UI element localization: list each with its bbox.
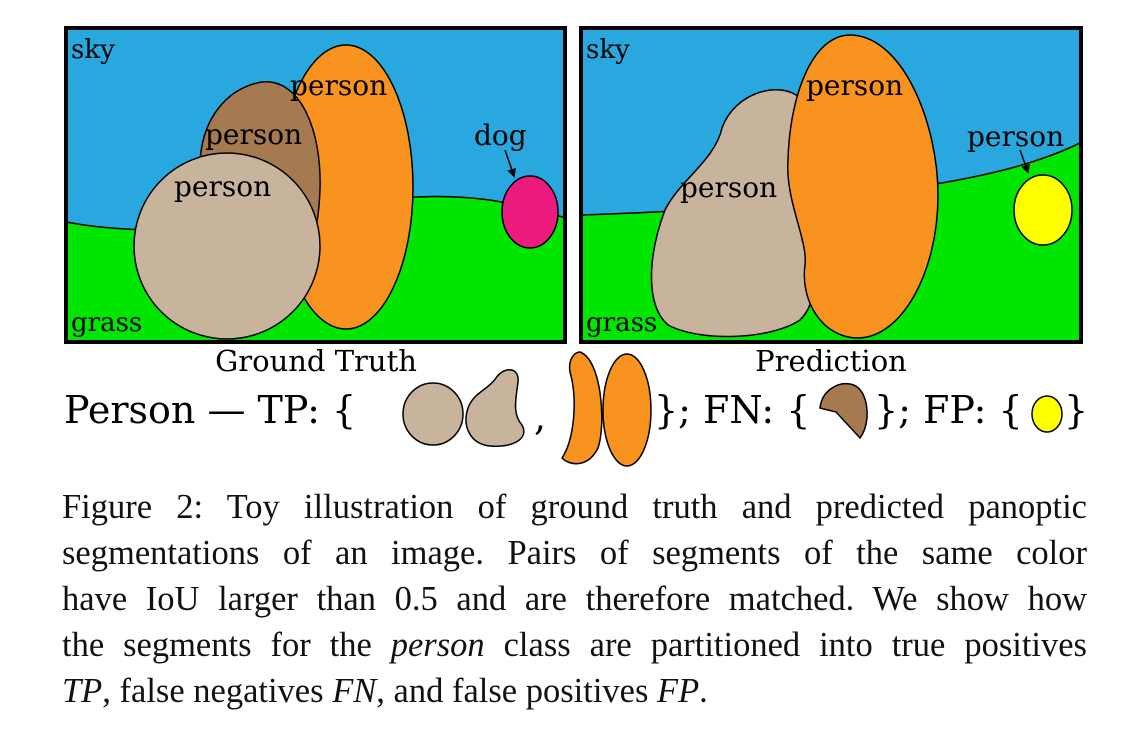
legend-tp-tan-blob: [465, 369, 525, 448]
legend-tp-orange-pred: [602, 353, 652, 467]
gt-panel-border: [64, 26, 567, 344]
gt-person-tan: [133, 152, 321, 340]
caption-line-3: have IoU larger than 0.5 and are therefo…: [62, 580, 1087, 618]
caption-person-emphasis: person: [390, 626, 485, 664]
caption-fp-symbol: FP: [657, 672, 700, 710]
caption-line-2: segmentations of an image. Pairs of segm…: [62, 534, 1087, 572]
gt-person-orange-label: person: [290, 69, 387, 102]
gt-dog-arrow: [504, 149, 516, 178]
pred-panel-border: [579, 26, 1083, 344]
caption-line-5-b: , and false positives: [376, 672, 658, 710]
caption-tp-symbol: TP: [62, 672, 103, 710]
pred-person-yellow: [1013, 174, 1073, 246]
gt-person-brown-label: person: [205, 118, 302, 151]
caption-fn-symbol: FN: [332, 672, 377, 710]
legend-fn-brown: [819, 382, 868, 440]
caption-line-5-a: , false negatives: [102, 672, 333, 710]
caption-line-5-c: .: [699, 672, 708, 710]
legend-comma: ,: [534, 395, 546, 439]
legend-prefix: Person — TP: {: [64, 388, 356, 432]
gt-title: Ground Truth: [215, 344, 417, 378]
prediction-panel: [581, 28, 1081, 342]
legend-fp-text: }; FP: {: [874, 388, 1023, 432]
caption-line-5: TP, false negatives FN, and false positi…: [62, 668, 1087, 714]
legend-tp-orange-gt: [561, 351, 603, 465]
figure-caption: Figure 2: Toy illustration of ground tru…: [62, 484, 1087, 714]
gt-grass-label: grass: [71, 308, 142, 338]
caption-line-4-a: the segments for the: [62, 626, 391, 664]
ground-truth-panel: [66, 28, 565, 342]
gt-person-tan-label: person: [174, 170, 271, 203]
pred-sky-label: sky: [586, 35, 630, 65]
caption-line-4-b: class are partitioned into true positive…: [484, 626, 1087, 664]
legend-fp-yellow: [1031, 395, 1063, 433]
legend-row: Person — TP: { , }; FN: { }; FP: { }: [64, 351, 1088, 467]
pred-person-yellow-label: person: [967, 120, 1064, 153]
panoptic-figure: sky grass person person person dog Groun…: [64, 26, 1088, 467]
pred-grass-label: grass: [586, 308, 657, 338]
gt-sky-label: sky: [71, 35, 115, 65]
pred-person-yellow-arrow: [1019, 149, 1030, 174]
pred-person-orange-label: person: [806, 69, 903, 102]
caption-line-1: Figure 2: Toy illustration of ground tru…: [62, 488, 1087, 526]
legend-fn-text: }; FN: {: [654, 388, 810, 432]
gt-dog: [501, 175, 559, 249]
gt-dog-label: dog: [474, 119, 527, 152]
pred-title: Prediction: [755, 344, 907, 378]
legend-tp-tan-circle: [402, 382, 464, 446]
legend-close: }: [1064, 388, 1088, 432]
caption-line-4: the segments for the person class are pa…: [62, 622, 1087, 668]
pred-person-orange: [787, 34, 939, 339]
pred-person-tan-label: person: [680, 171, 777, 204]
